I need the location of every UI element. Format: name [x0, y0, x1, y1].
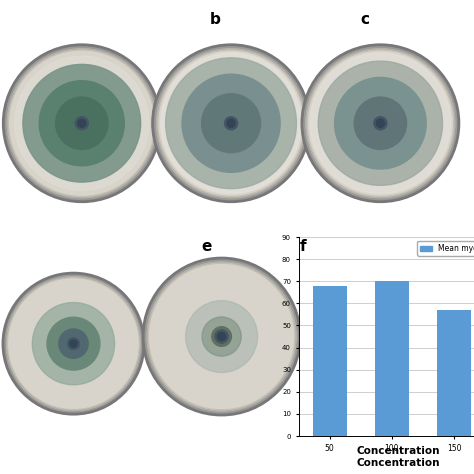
Circle shape	[9, 279, 138, 408]
Circle shape	[212, 327, 231, 346]
Text: Concentration: Concentration	[356, 446, 440, 456]
Circle shape	[202, 317, 241, 356]
Circle shape	[143, 258, 300, 415]
Circle shape	[75, 117, 88, 130]
Circle shape	[150, 264, 293, 409]
Circle shape	[47, 317, 100, 370]
Text: c: c	[361, 12, 369, 27]
Circle shape	[227, 119, 235, 128]
Circle shape	[318, 61, 443, 185]
Circle shape	[218, 332, 226, 341]
Circle shape	[147, 262, 296, 411]
Circle shape	[161, 53, 301, 193]
Circle shape	[3, 45, 160, 202]
Circle shape	[8, 49, 156, 198]
Bar	[437, 310, 471, 436]
Circle shape	[68, 338, 79, 349]
X-axis label: Concentration: Concentration	[356, 458, 440, 468]
Circle shape	[215, 330, 228, 343]
Circle shape	[55, 97, 108, 149]
Circle shape	[78, 119, 86, 128]
Circle shape	[186, 301, 257, 373]
Circle shape	[157, 49, 305, 198]
Circle shape	[302, 45, 459, 202]
Circle shape	[225, 117, 237, 130]
Circle shape	[15, 56, 149, 190]
Circle shape	[309, 51, 452, 195]
Circle shape	[335, 77, 426, 169]
Circle shape	[376, 119, 384, 128]
Circle shape	[374, 117, 387, 130]
Circle shape	[159, 51, 303, 195]
Bar	[313, 286, 347, 436]
Text: b: b	[210, 12, 221, 27]
Circle shape	[3, 273, 144, 414]
Circle shape	[182, 74, 280, 173]
Circle shape	[306, 49, 455, 198]
Circle shape	[310, 53, 451, 193]
Circle shape	[354, 97, 407, 149]
Circle shape	[201, 94, 261, 153]
Bar	[375, 281, 409, 436]
Text: e: e	[201, 239, 211, 255]
Circle shape	[70, 340, 77, 347]
Circle shape	[166, 58, 296, 189]
Circle shape	[23, 64, 141, 182]
Legend: Mean mycelia: Mean mycelia	[417, 241, 474, 256]
Circle shape	[39, 81, 124, 166]
Circle shape	[59, 329, 88, 358]
Text: f: f	[300, 239, 306, 255]
Circle shape	[7, 277, 140, 410]
Circle shape	[153, 45, 310, 202]
Circle shape	[10, 51, 154, 195]
Circle shape	[32, 302, 115, 385]
